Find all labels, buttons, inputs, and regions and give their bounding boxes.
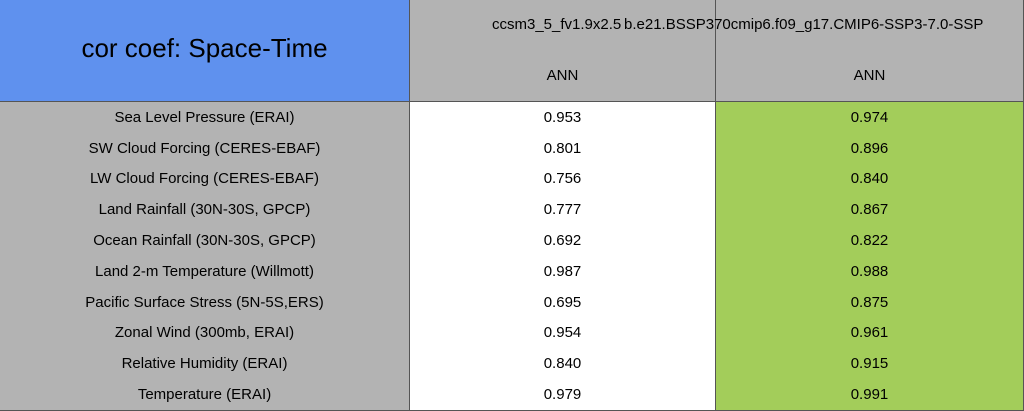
value-cell: 0.979 — [410, 379, 716, 411]
value-cell: 0.987 — [410, 256, 716, 288]
row-label: Zonal Wind (300mb, ERAI) — [0, 317, 410, 350]
value-cell: 0.840 — [410, 348, 716, 381]
value-cell: 0.822 — [716, 225, 1024, 257]
row-label: SW Cloud Forcing (CERES-EBAF) — [0, 132, 410, 165]
column-header: b.e21.BSSP370cmip6.f09_g17.CMIP6-SSP3-7.… — [624, 16, 984, 33]
row-label: Ocean Rainfall (30N-30S, GPCP) — [0, 225, 410, 257]
value-cell: 0.692 — [410, 225, 716, 257]
value-cell: 0.896 — [716, 132, 1024, 165]
value-cell: 0.867 — [716, 194, 1024, 227]
value-cell: 0.840 — [716, 163, 1024, 196]
season-header: ANN — [716, 50, 1024, 102]
value-cell: 0.988 — [716, 256, 1024, 288]
row-label: Pacific Surface Stress (5N-5S,ERS) — [0, 286, 410, 319]
value-cell: 0.875 — [716, 286, 1024, 319]
column-header-cell — [410, 0, 716, 51]
value-cell: 0.756 — [410, 163, 716, 196]
column-header: ccsm3_5_fv1.9x2.5 — [492, 16, 622, 33]
row-label: Land Rainfall (30N-30S, GPCP) — [0, 194, 410, 227]
row-label: Relative Humidity (ERAI) — [0, 348, 410, 381]
value-cell: 0.991 — [716, 379, 1024, 411]
value-cell: 0.777 — [410, 194, 716, 227]
column-header-cell — [716, 0, 1024, 51]
season-header: ANN — [410, 50, 716, 102]
value-cell: 0.915 — [716, 348, 1024, 381]
value-cell: 0.961 — [716, 317, 1024, 350]
value-cell: 0.954 — [410, 317, 716, 350]
value-cell: 0.974 — [716, 102, 1024, 134]
row-label: Sea Level Pressure (ERAI) — [0, 102, 410, 134]
row-label: LW Cloud Forcing (CERES-EBAF) — [0, 163, 410, 196]
value-cell: 0.953 — [410, 102, 716, 134]
table-title: cor coef: Space-Time — [0, 0, 410, 102]
value-cell: 0.695 — [410, 286, 716, 319]
row-label: Land 2-m Temperature (Willmott) — [0, 256, 410, 288]
row-label: Temperature (ERAI) — [0, 379, 410, 411]
value-cell: 0.801 — [410, 132, 716, 165]
